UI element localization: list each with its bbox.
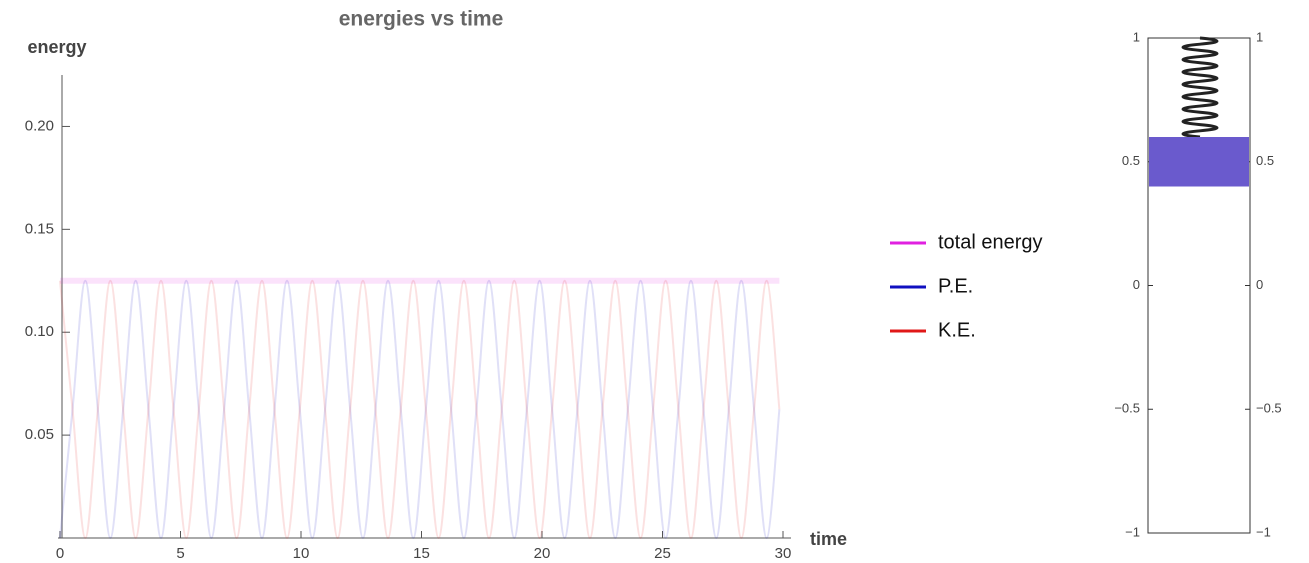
y-tick-label: 0.15 [25, 220, 54, 237]
x-tick-label: 5 [176, 545, 184, 562]
y-tick-label: 0.5 [1122, 153, 1140, 168]
x-tick-label: 20 [534, 545, 551, 562]
y-tick-label: 0.10 [25, 323, 54, 340]
x-tick-label: 25 [654, 545, 671, 562]
y-tick-label: 1 [1256, 29, 1263, 44]
legend-label: K.E. [938, 319, 976, 341]
chart-title: energies vs time [339, 8, 504, 31]
x-tick-label: 15 [413, 545, 430, 562]
y-axis-label: energy [27, 37, 86, 57]
y-tick-label: 0 [1256, 277, 1263, 292]
y-tick-label: −0.5 [1256, 401, 1282, 416]
y-tick-label: 0 [1133, 277, 1140, 292]
x-axis-label: time [810, 529, 847, 549]
y-tick-label: −0.5 [1114, 401, 1140, 416]
mass [1149, 137, 1249, 187]
y-tick-label: 1 [1133, 29, 1140, 44]
y-tick-label: −1 [1125, 524, 1140, 539]
x-tick-label: 0 [56, 545, 64, 562]
y-tick-label: 0.20 [25, 117, 54, 134]
legend-label: total energy [938, 231, 1043, 253]
x-tick-label: 10 [293, 545, 310, 562]
spring [1183, 38, 1217, 137]
page: energies vs time energy time 0.05 0.10 0.1… [0, 0, 1309, 563]
legend-label: P.E. [938, 275, 973, 297]
x-tick-label: 30 [775, 545, 792, 562]
y-tick-label: −1 [1256, 524, 1271, 539]
y-tick-label: 0.5 [1256, 153, 1274, 168]
y-tick-label: 0.05 [25, 426, 54, 443]
